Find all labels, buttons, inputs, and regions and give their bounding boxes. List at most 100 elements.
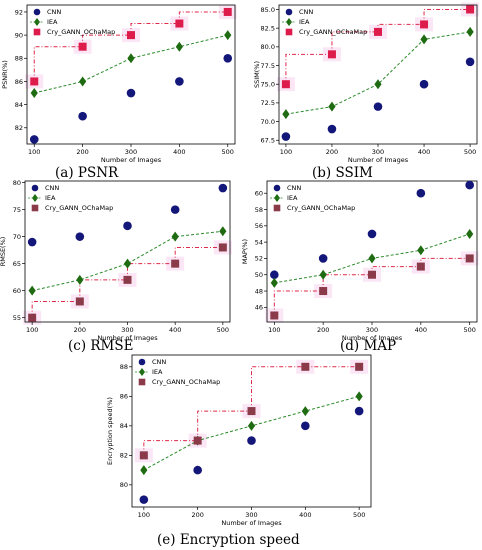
iea-point: [247, 420, 256, 431]
x-axis-label: Number of Images: [342, 334, 403, 342]
cry-point: [327, 50, 336, 59]
legend-cnn-marker: [31, 184, 39, 192]
x-tick-label: 300: [121, 326, 133, 334]
y-tick-label: 90: [15, 31, 23, 39]
iea-point: [417, 245, 425, 256]
y-tick-label: 75: [13, 206, 21, 214]
y-tick-label: 54: [255, 238, 263, 246]
x-tick-label: 100: [268, 326, 280, 334]
iea-point: [466, 26, 474, 37]
cry-point: [247, 407, 256, 416]
cnn-point: [416, 188, 426, 198]
iea-point: [224, 30, 232, 41]
cnn-point: [218, 183, 228, 193]
y-tick-label: 60: [255, 190, 263, 198]
x-tick-label: 500: [464, 148, 476, 156]
iea-point: [76, 274, 84, 285]
chart-panel-0: 100 200 300 400 500 82 84 86 88 90 92 Number of Ima…: [1, 4, 237, 181]
legend-cnn-label: CNN: [47, 8, 61, 16]
cry-point: [218, 243, 227, 252]
iea-point: [301, 406, 309, 417]
chart-panel-3: 100 200 300 400 500 46 48 50 52 54 56 58 60 Number of…: [241, 180, 479, 354]
y-axis-label: PSNR(%): [1, 60, 9, 89]
legend-cry-marker: [138, 378, 146, 386]
y-axis-label: Encryption speed(%): [106, 397, 114, 465]
cry-point: [123, 275, 132, 284]
cnn-point: [270, 270, 279, 280]
iea-point: [171, 231, 179, 242]
x-tick-label: 400: [173, 148, 185, 156]
cnn-point: [75, 232, 85, 241]
cnn-point: [419, 79, 429, 89]
series-line-cry: [273, 257, 470, 316]
x-tick-label: 100: [280, 148, 292, 156]
y-tick-label: 48: [255, 287, 263, 295]
iea-point: [30, 88, 38, 99]
y-tick-label: 55: [13, 314, 21, 322]
x-tick-label: 200: [326, 148, 338, 156]
legend-iea-label: IEA: [152, 368, 163, 376]
cnn-point: [193, 465, 202, 475]
iea-point: [355, 391, 363, 402]
y-tick-label: 84: [120, 422, 128, 430]
panel-caption: (d) MAP: [340, 338, 396, 354]
chart-panel-4: 100 200 300 400 500 80 82 84 86 88 Number of Image…: [106, 354, 372, 548]
legend: CNN IEA Cry_GANN_OChaMap: [28, 184, 113, 212]
legend: CNN IEA Cry_GANN_OChaMap: [270, 184, 355, 212]
cnn-point: [78, 111, 87, 121]
cry-point: [368, 270, 376, 279]
x-tick-label: 200: [76, 148, 88, 156]
legend-cnn-label: CNN: [287, 184, 301, 192]
x-axis-label: Number of Images: [97, 334, 158, 342]
iea-point: [466, 228, 474, 239]
y-tick-label: 75.0: [261, 81, 275, 89]
cry-point: [171, 259, 180, 268]
series-line-cry: [143, 366, 360, 456]
x-tick-label: 200: [74, 326, 86, 334]
legend-cnn-label: CNN: [45, 184, 59, 192]
legend-cry-label: Cry_GANN_OChaMap: [299, 28, 367, 36]
x-tick-label: 300: [245, 511, 257, 519]
iea-point: [79, 76, 87, 87]
legend-cry-label: Cry_GANN_OChaMap: [45, 204, 113, 212]
y-tick-label: 85.0: [261, 6, 275, 14]
panel-caption: (a) PSNR: [55, 165, 119, 181]
iea-point: [28, 285, 36, 296]
cry-point: [270, 311, 279, 320]
cry-point: [223, 7, 232, 16]
x-axis-label: Number of Images: [101, 156, 162, 164]
legend-cry-marker: [31, 204, 39, 212]
cry-point: [466, 5, 475, 14]
cnn-point: [327, 124, 337, 134]
x-axis-label: Number of Images: [348, 156, 409, 164]
cry-point: [75, 297, 84, 306]
iea-point: [140, 465, 148, 476]
cry-point: [139, 451, 148, 460]
series-line-cry: [285, 8, 471, 85]
x-tick-label: 200: [191, 511, 203, 519]
x-tick-label: 100: [138, 511, 150, 519]
series-line-cry: [33, 11, 228, 82]
cnn-point: [281, 132, 291, 141]
y-axis-label: RMSE(%): [0, 237, 7, 267]
legend-cry-label: Cry_GANN_OChaMap: [287, 204, 355, 212]
legend-cnn-marker: [273, 184, 281, 192]
iea-point: [127, 53, 135, 64]
cry-point: [374, 27, 382, 36]
cry-point: [127, 31, 135, 40]
cry-point: [175, 19, 184, 28]
legend: CNN IEA Cry_GANN_OChaMap: [135, 358, 220, 386]
y-axis-label: SSIM(%): [253, 61, 261, 88]
y-tick-label: 50: [255, 271, 263, 279]
cnn-point: [27, 237, 37, 247]
y-tick-label: 58: [255, 206, 263, 214]
series-line-iea: [34, 34, 228, 94]
x-tick-label: 500: [222, 148, 234, 156]
cry-point: [416, 262, 425, 271]
cnn-point: [354, 406, 364, 416]
cnn-point: [139, 495, 149, 504]
iea-point: [282, 109, 290, 120]
y-tick-label: 80: [120, 481, 128, 489]
x-axis-label: Number of Images: [221, 519, 282, 527]
cnn-point: [301, 421, 310, 431]
